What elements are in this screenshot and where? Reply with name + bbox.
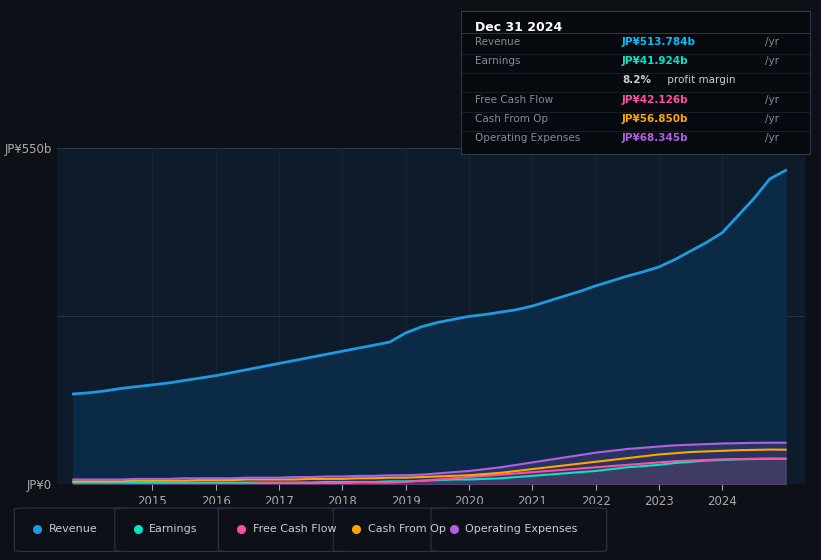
Text: JP¥513.784b: JP¥513.784b — [622, 37, 696, 47]
Text: /yr: /yr — [765, 133, 779, 143]
Text: Revenue: Revenue — [475, 37, 521, 47]
Text: Dec 31 2024: Dec 31 2024 — [475, 21, 562, 34]
Text: /yr: /yr — [765, 37, 779, 47]
Text: Operating Expenses: Operating Expenses — [466, 524, 578, 534]
Text: Cash From Op: Cash From Op — [368, 524, 446, 534]
FancyBboxPatch shape — [218, 508, 348, 552]
Text: Earnings: Earnings — [475, 56, 521, 66]
Text: /yr: /yr — [765, 95, 779, 105]
Text: Free Cash Flow: Free Cash Flow — [253, 524, 337, 534]
Text: Operating Expenses: Operating Expenses — [475, 133, 580, 143]
Text: profit margin: profit margin — [664, 76, 736, 86]
Text: /yr: /yr — [765, 56, 779, 66]
FancyBboxPatch shape — [431, 508, 607, 552]
Text: 8.2%: 8.2% — [622, 76, 651, 86]
Text: /yr: /yr — [765, 114, 779, 124]
Text: JP¥41.924b: JP¥41.924b — [622, 56, 689, 66]
FancyBboxPatch shape — [333, 508, 449, 552]
Text: Free Cash Flow: Free Cash Flow — [475, 95, 553, 105]
FancyBboxPatch shape — [115, 508, 233, 552]
Text: Revenue: Revenue — [48, 524, 98, 534]
Text: JP¥42.126b: JP¥42.126b — [622, 95, 689, 105]
Text: JP¥56.850b: JP¥56.850b — [622, 114, 688, 124]
Text: Earnings: Earnings — [149, 524, 198, 534]
FancyBboxPatch shape — [14, 508, 130, 552]
Text: JP¥68.345b: JP¥68.345b — [622, 133, 689, 143]
Text: Cash From Op: Cash From Op — [475, 114, 548, 124]
